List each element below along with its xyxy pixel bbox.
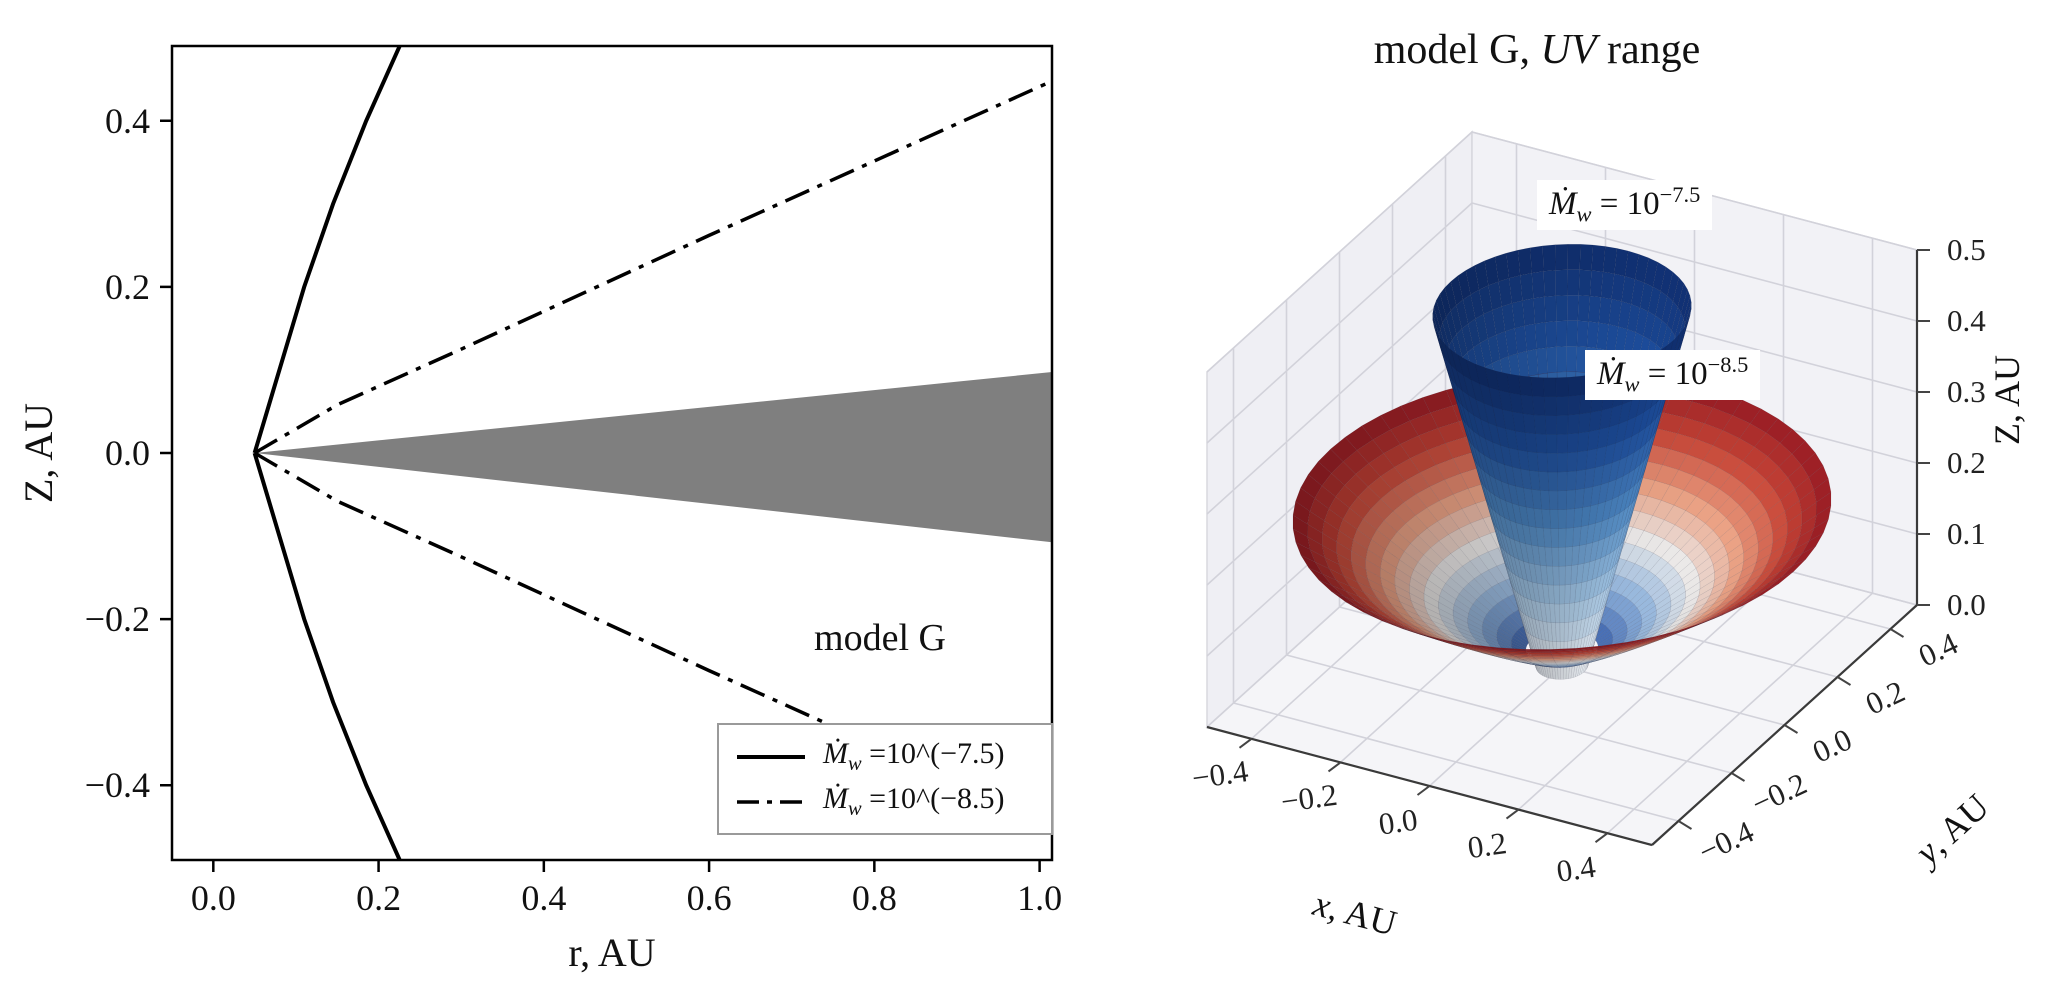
model-g-annotation: model G <box>814 617 946 659</box>
legend-label-mdot-7p5: Ṁw =10^(−7.5) <box>823 737 1005 775</box>
right-plot-panel: −0.4 −0.2 0.0 0.2 0.4 −0.4 −0.2 0.0 0.2 0.4 0.0 0.1… <box>1067 0 2067 1004</box>
x3d-tick-label: −0.2 <box>1279 777 1340 819</box>
y3d-tick-label: 0.2 <box>1860 673 1910 721</box>
series-wind-surface-Mw-1e-7.5-lower <box>252 452 402 860</box>
right-plot-svg: −0.4−0.20.00.20.4 −0.4−0.20.00.20.40.00.1… <box>1190 130 2027 944</box>
series-wind-surface-Mw-1e-8.5-upper <box>253 79 1052 455</box>
y3d-tick-label: −0.4 <box>1693 814 1759 870</box>
y3d-tick-label: −0.2 <box>1746 766 1812 821</box>
left-plot-panel: 0.0 0.2 0.4 0.6 0.8 1.0 −0.4 −0.2 0.0 0.2 0.4 r, A… <box>16 44 1062 975</box>
y3d-tick-label: 0.0 <box>1807 721 1857 769</box>
annotation-mdot-8p5: Ṁw = 10−8.5 <box>1585 350 1761 400</box>
disk-wedge <box>254 372 1052 543</box>
annotation-mdot-7p5: Ṁw = 10−7.5 <box>1537 180 1713 230</box>
x-tick-label: 0.2 <box>356 878 401 918</box>
x3d-tick-label: 0.2 <box>1465 825 1508 865</box>
left-xlabel: r, AU <box>568 930 655 975</box>
y-tick-label: 0.0 <box>105 433 150 473</box>
z3d-tick-label: 0.5 <box>1947 232 1986 267</box>
x3d-tick-label: 0.4 <box>1554 849 1598 889</box>
y-tick-label: 0.4 <box>105 101 150 141</box>
x3d-tick-label: −0.4 <box>1190 753 1251 796</box>
right-ylabel: y, AU <box>1905 786 1996 874</box>
legend-entry-mdot-8p5: Ṁw =10^(−8.5) <box>735 782 1035 821</box>
left-ylabel: Z, AU <box>16 403 61 503</box>
left-plot-render: 0.0 0.2 0.4 0.6 0.8 1.0 −0.4 −0.2 0.0 0.2 0.4 <box>85 44 1062 918</box>
legend-label-mdot-8p5: Ṁw =10^(−8.5) <box>823 782 1005 820</box>
legend-box: Ṁw =10^(−7.5) Ṁw =10^(−8.5) <box>717 723 1053 835</box>
y3d-tick-label: 0.4 <box>1913 625 1963 673</box>
x-tick-label: 0.0 <box>191 878 236 918</box>
y-tick-label: 0.2 <box>105 267 150 307</box>
x3d-tick-label: 0.0 <box>1376 802 1419 842</box>
right-xlabel: x, AU <box>1308 883 1400 944</box>
legend-entry-mdot-7p5: Ṁw =10^(−7.5) <box>735 737 1035 776</box>
z3d-tick-label: 0.2 <box>1947 445 1986 480</box>
x-tick-label: 0.4 <box>521 878 566 918</box>
right-zlabel: Z, AU <box>1987 355 2027 445</box>
solid-line-sample <box>737 754 805 759</box>
surface3d-render: −0.4−0.20.00.20.4 −0.4−0.20.00.20.40.00.1… <box>1190 130 1986 889</box>
z3d-tick-label: 0.1 <box>1947 516 1986 551</box>
x-tick-label: 1.0 <box>1017 878 1062 918</box>
z3d-tick-label: 0.4 <box>1947 303 1986 338</box>
z3d-tick-label: 0.3 <box>1947 374 1986 409</box>
z3d-tick-label: 0.0 <box>1947 587 1986 622</box>
right-plot-title: model G, UV range <box>1373 27 1701 73</box>
y-tick-label: −0.2 <box>85 599 150 639</box>
y-tick-label: −0.4 <box>85 765 150 805</box>
series-wind-surface-Mw-1e-8.5-lower <box>253 451 1052 827</box>
left-plot-svg: 0.0 0.2 0.4 0.6 0.8 1.0 −0.4 −0.2 0.0 0.2 0.4 r, A… <box>16 44 1062 975</box>
dashdot-line-sample <box>737 799 805 804</box>
x-tick-label: 0.8 <box>852 878 897 918</box>
series-wind-surface-Mw-1e-7.5-upper <box>252 46 402 454</box>
x-tick-label: 0.6 <box>687 878 732 918</box>
